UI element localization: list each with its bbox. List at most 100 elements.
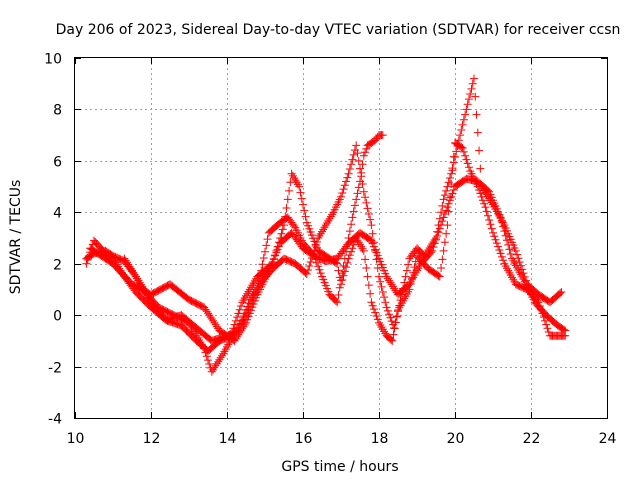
data-point [504,240,513,249]
data-point [367,298,376,307]
data-point [121,256,130,265]
data-point [257,266,266,275]
data-point [437,220,446,229]
data-point [299,200,307,209]
data-point [543,324,552,333]
data-point [472,110,481,119]
data-point [244,299,253,308]
data-point [315,265,324,274]
data-point [320,223,329,232]
data-point [338,269,347,278]
data-point [468,79,477,88]
y-tick-label: -2 [48,361,62,377]
data-point [364,210,373,218]
data-point [426,248,435,257]
data-point [334,291,343,299]
data-point [487,224,496,233]
data-point [318,227,326,236]
data-point [345,165,354,173]
data-point [337,192,345,201]
data-point [394,307,402,316]
y-tick-label: 2 [53,258,62,274]
data-point [449,186,458,194]
data-point [343,173,352,182]
data-point [337,276,345,285]
data-point [335,283,344,292]
data-point [502,236,511,245]
data-point [342,177,351,186]
y-tick-label: 0 [53,309,62,325]
grid-lines [75,58,607,418]
data-point [375,318,383,327]
x-tick-label: 24 [599,431,617,447]
data-point [489,228,497,237]
data-point [316,229,325,238]
y-tick-label: 6 [53,155,62,171]
data-point [282,204,291,212]
data-point [382,303,391,312]
data-point [372,312,381,320]
data-series [82,74,570,376]
data-point [429,243,438,252]
data-point [556,289,565,298]
data-point [438,201,447,210]
data-point [444,178,453,187]
data-point [404,260,413,269]
data-point [458,144,467,152]
data-point [434,228,443,237]
data-point [325,214,334,223]
data-point [447,192,456,201]
data-point [287,169,296,178]
data-point [305,262,314,270]
data-point [262,241,271,250]
data-point [476,164,485,173]
data-point [288,171,297,180]
data-point [357,242,366,251]
data-point [205,360,214,368]
y-tick-label: 8 [53,103,62,119]
data-point [131,272,140,281]
data-point [451,153,459,161]
data-point [129,268,138,277]
data-point [293,180,302,189]
data-point [445,196,454,205]
data-point [359,187,368,196]
data-point [243,302,252,311]
data-point [347,220,356,229]
data-point [513,250,522,259]
data-point [201,348,210,357]
data-point [261,247,269,256]
data-point [462,155,471,164]
data-point [363,272,372,281]
data-point [354,238,363,247]
data-point [496,213,505,222]
data-point [433,232,442,240]
y-tick-label: -4 [48,412,62,428]
data-point [369,305,378,314]
data-point [447,169,456,178]
data-point [353,189,362,198]
data-point [435,272,444,281]
data-point [454,136,463,145]
data-point [263,235,272,244]
data-point [473,128,482,137]
data-point [443,203,452,212]
data-point [362,144,371,153]
data-point [483,211,492,220]
data-point [475,146,484,155]
data-point [345,251,354,260]
x-tick-label: 14 [219,431,237,447]
data-point [445,174,454,182]
data-point [388,336,397,345]
data-point [283,195,292,204]
data-point [382,272,391,281]
data-point [338,189,347,197]
data-point [505,245,514,254]
x-tick-label: 10 [67,431,85,447]
data-point [542,320,551,329]
data-point [561,326,570,335]
data-point [217,351,226,360]
data-point [386,313,395,322]
